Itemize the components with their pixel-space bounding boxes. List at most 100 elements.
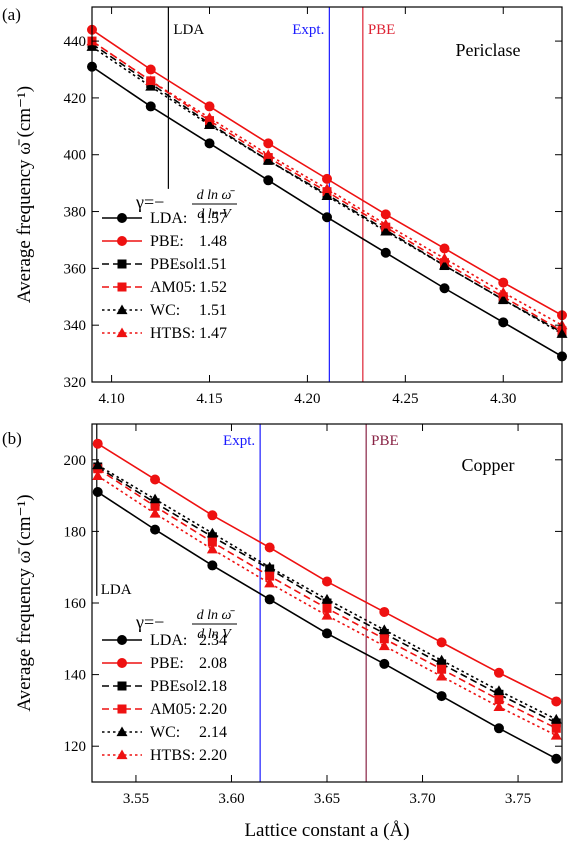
marker-htbs (204, 112, 215, 122)
marker-lda (322, 628, 332, 639)
marker-pbe (379, 606, 390, 617)
legend-marker (117, 236, 127, 246)
legend-marker (117, 282, 127, 292)
legend-gamma: 2.14 (199, 724, 227, 741)
legend-gamma: 1.48 (199, 233, 227, 250)
marker-wc (204, 119, 215, 130)
marker-htbs (321, 183, 333, 193)
legend-marker (116, 726, 128, 737)
marker-wc (497, 294, 509, 304)
legend-label: PBEsol: (150, 256, 202, 273)
x-axis-label: Lattice constant a (Å) (244, 820, 409, 841)
vline-label-pbe: PBE (371, 433, 399, 449)
marker-wc (321, 593, 333, 604)
marker-pbe (322, 173, 332, 184)
legend-gamma: 1.47 (199, 325, 227, 342)
legend-marker (117, 259, 127, 269)
marker-am05 (379, 634, 389, 644)
x-tick-label: 3.65 (314, 791, 340, 807)
marker-pbe (380, 209, 391, 220)
y-tick-label: 120 (64, 739, 87, 755)
x-tick-label: 4.10 (98, 391, 124, 407)
y-tick-label: 440 (64, 34, 87, 50)
marker-pbe (493, 667, 504, 678)
vline-label-expt: Expt. (292, 22, 324, 38)
marker-lda (150, 524, 161, 535)
gamma-symbol: γ=− (135, 612, 164, 632)
marker-am05 (437, 664, 447, 674)
marker-am05 (207, 537, 217, 547)
marker-htbs (493, 701, 505, 711)
y-tick-label: 360 (64, 261, 87, 277)
marker-htbs (497, 287, 509, 297)
legend-marker (117, 658, 127, 668)
marker-htbs (378, 640, 390, 651)
marker-htbs (206, 543, 218, 554)
legend-label: AM05: (150, 279, 196, 296)
y-axis-label: Average frequency ω̄ (cm⁻¹) (14, 494, 35, 711)
legend-label: HTBS: (150, 747, 195, 764)
series-line-wc (92, 46, 562, 335)
panel-b: LDA Expt. PBE 3.55 3.60 3.65 3.70 3.75 120 140 160… (2, 423, 563, 807)
gamma-denominator: d ln V (197, 627, 232, 642)
legend-gamma: 2.20 (199, 701, 227, 718)
marker-htbs (262, 149, 274, 159)
marker-am05 (322, 603, 332, 613)
legend-gamma: 1.52 (199, 279, 227, 296)
x-tick-label: 4.15 (196, 391, 222, 407)
vline-label-lda: LDA (101, 582, 132, 598)
legend-gamma: 2.20 (199, 747, 227, 764)
legend-label: LDA: (150, 632, 187, 649)
y-tick-label: 400 (64, 148, 87, 164)
marker-lda (493, 723, 504, 734)
y-axis-label: Average frequency ω̄ (cm⁻¹) (14, 86, 35, 303)
marker-pbe (150, 474, 161, 485)
marker-pbe (439, 243, 450, 254)
gamma-denominator: d ln V (197, 207, 232, 222)
gamma-numerator: d ln ω̄ (197, 188, 236, 203)
marker-lda (436, 691, 447, 702)
legend-marker (116, 304, 128, 315)
marker-wc (493, 685, 505, 695)
marker-htbs (149, 508, 161, 518)
x-tick-label: 3.60 (218, 791, 244, 807)
marker-pbe (551, 696, 562, 707)
marker-htbs (436, 670, 448, 681)
marker-lda (145, 101, 156, 112)
legend-label: PBEsol: (150, 678, 202, 695)
marker-pbe (145, 64, 156, 75)
gamma-symbol: γ=− (135, 192, 164, 212)
marker-pbe (204, 101, 215, 112)
series-line-htbs (97, 475, 557, 737)
legend-label: PBE: (150, 233, 184, 250)
legend-gamma: 1.51 (199, 256, 227, 273)
legend-marker (116, 327, 128, 338)
y-tick-label: 320 (64, 375, 87, 391)
marker-htbs (439, 252, 450, 263)
marker-am05 (265, 571, 275, 581)
vline-label-expt: Expt. (223, 433, 255, 449)
marker-lda (207, 560, 218, 571)
marker-wc (439, 260, 450, 270)
legend-gamma: 2.34 (199, 632, 227, 649)
marker-wc (145, 81, 157, 91)
legend-label: WC: (150, 724, 180, 741)
gamma-numerator: d ln ω̄ (197, 608, 236, 623)
legend-gamma: 1.51 (199, 302, 227, 319)
marker-am05 (551, 723, 561, 733)
marker-htbs (145, 75, 157, 85)
legend-label: HTBS: (150, 325, 195, 342)
material-title: Periclase (456, 40, 521, 60)
marker-lda (264, 594, 275, 605)
marker-wc (550, 713, 562, 724)
marker-wc (262, 154, 274, 165)
y-tick-label: 180 (64, 524, 87, 540)
marker-wc (206, 527, 218, 538)
marker-lda (551, 753, 562, 764)
marker-pbe (207, 510, 218, 521)
panel-label: (a) (2, 5, 21, 24)
marker-htbs (92, 470, 104, 481)
